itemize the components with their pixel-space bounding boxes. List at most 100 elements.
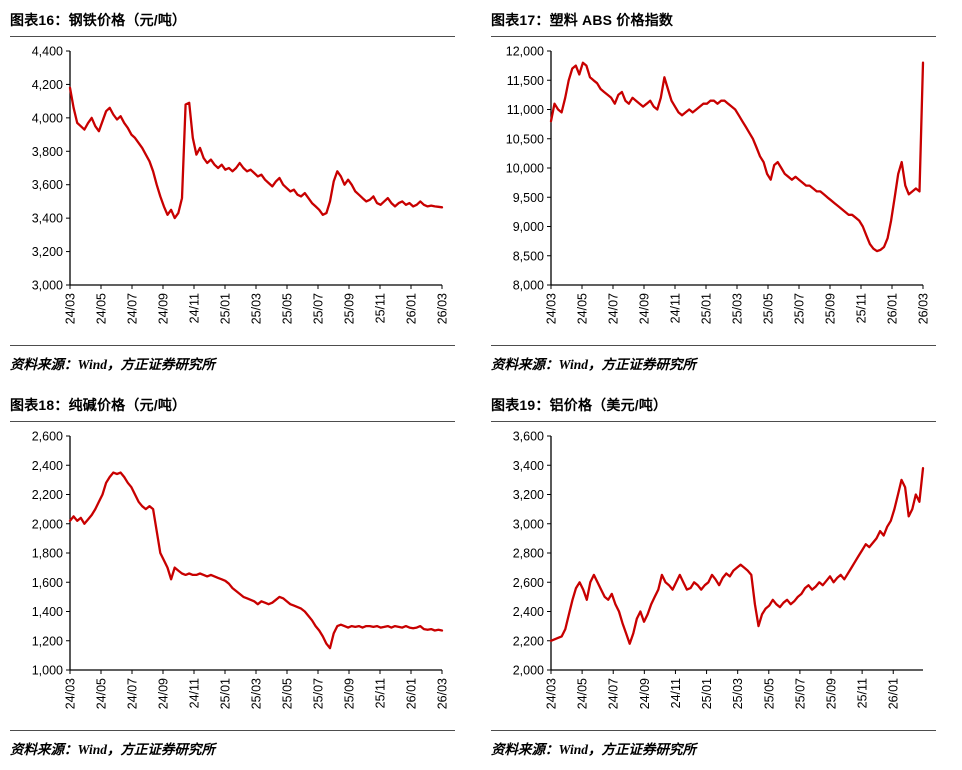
svg-text:25/05: 25/05 xyxy=(762,293,776,324)
svg-text:25/07: 25/07 xyxy=(312,293,326,324)
svg-text:25/11: 25/11 xyxy=(374,678,388,708)
svg-text:24/05: 24/05 xyxy=(576,678,590,709)
source-note-steel: 资料来源：Wind，方正证券研究所 xyxy=(10,345,455,373)
svg-text:24/11: 24/11 xyxy=(188,678,202,708)
panel-abs-price-index: 图表17：塑料 ABS 价格指数 8,000 8,500 9,000 9,500 10,… xyxy=(481,0,962,385)
svg-text:2,600: 2,600 xyxy=(513,576,544,590)
svg-text:24/05: 24/05 xyxy=(95,678,109,709)
svg-text:9,500: 9,500 xyxy=(513,191,544,205)
svg-text:24/09: 24/09 xyxy=(638,678,652,709)
svg-text:2,200: 2,200 xyxy=(513,634,544,648)
svg-text:24/03: 24/03 xyxy=(64,678,78,709)
steel-price-line-chart: 3,000 3,200 3,400 3,600 3,800 4,000 4,200 4,400… xyxy=(32,45,450,325)
svg-text:26/03: 26/03 xyxy=(436,293,450,324)
source-note-aluminum: 资料来源：Wind，方正证券研究所 xyxy=(491,730,936,758)
svg-text:25/09: 25/09 xyxy=(343,293,357,324)
svg-text:24/03: 24/03 xyxy=(545,293,559,324)
svg-text:25/09: 25/09 xyxy=(824,293,838,324)
soda-ash-price-line-chart: 1,000 1,200 1,400 1,600 1,800 2,000 2,200 2,400… xyxy=(32,430,450,710)
svg-text:4,400: 4,400 xyxy=(32,45,63,59)
svg-text:26/01: 26/01 xyxy=(887,678,901,709)
svg-text:11,000: 11,000 xyxy=(507,103,544,117)
svg-text:8,500: 8,500 xyxy=(513,249,544,263)
chart-title-soda-ash: 图表18：纯碱价格（元/吨） xyxy=(10,395,455,422)
svg-text:25/05: 25/05 xyxy=(281,678,295,709)
abs-price-index-line-chart: 8,000 8,500 9,000 9,500 10,000 10,500 11,000 11… xyxy=(506,45,931,325)
svg-text:8,000: 8,000 xyxy=(513,279,544,293)
svg-text:2,000: 2,000 xyxy=(32,517,63,531)
svg-text:25/03: 25/03 xyxy=(250,293,264,324)
svg-text:25/01: 25/01 xyxy=(219,293,233,324)
svg-text:25/01: 25/01 xyxy=(219,678,233,709)
svg-text:12,000: 12,000 xyxy=(506,45,544,59)
chart-title-abs: 图表17：塑料 ABS 价格指数 xyxy=(491,10,936,37)
svg-text:24/11: 24/11 xyxy=(188,293,202,323)
svg-text:1,000: 1,000 xyxy=(32,664,63,678)
aluminum-price-line-chart: 2,000 2,200 2,400 2,600 2,800 3,000 3,200 3,400… xyxy=(513,430,925,709)
svg-text:1,600: 1,600 xyxy=(32,576,63,590)
svg-text:3,200: 3,200 xyxy=(32,245,63,259)
svg-text:24/07: 24/07 xyxy=(126,293,140,324)
svg-text:9,000: 9,000 xyxy=(513,220,544,234)
svg-text:26/01: 26/01 xyxy=(405,293,419,324)
svg-text:3,400: 3,400 xyxy=(513,459,544,473)
svg-text:10,500: 10,500 xyxy=(506,132,544,146)
svg-text:24/09: 24/09 xyxy=(157,293,171,324)
svg-text:26/03: 26/03 xyxy=(436,678,450,709)
svg-text:24/07: 24/07 xyxy=(126,678,140,709)
svg-text:11,500: 11,500 xyxy=(507,74,544,88)
svg-text:24/09: 24/09 xyxy=(157,678,171,709)
svg-text:25/09: 25/09 xyxy=(825,678,839,709)
chart-title-steel: 图表16：钢铁价格（元/吨） xyxy=(10,10,455,37)
svg-text:2,400: 2,400 xyxy=(32,459,63,473)
svg-text:24/07: 24/07 xyxy=(607,678,621,709)
panel-aluminum-price: 图表19：铝价格（美元/吨） 2,000 2,200 2,400 2,600 2,800… xyxy=(481,385,962,770)
svg-text:2,600: 2,600 xyxy=(32,430,63,444)
svg-text:3,000: 3,000 xyxy=(513,517,544,531)
svg-text:1,200: 1,200 xyxy=(32,634,63,648)
panel-soda-ash-price: 图表18：纯碱价格（元/吨） 1,000 1,200 1,400 1,600 1,800… xyxy=(0,385,481,770)
svg-text:26/01: 26/01 xyxy=(886,293,900,324)
svg-text:25/03: 25/03 xyxy=(731,678,745,709)
svg-text:24/03: 24/03 xyxy=(64,293,78,324)
svg-text:2,200: 2,200 xyxy=(32,488,63,502)
svg-text:25/07: 25/07 xyxy=(312,678,326,709)
svg-text:25/11: 25/11 xyxy=(374,293,388,323)
svg-text:24/11: 24/11 xyxy=(669,293,683,323)
svg-text:24/03: 24/03 xyxy=(545,678,559,709)
svg-text:3,400: 3,400 xyxy=(32,212,63,226)
svg-text:1,800: 1,800 xyxy=(32,547,63,561)
svg-text:3,800: 3,800 xyxy=(32,145,63,159)
svg-text:25/05: 25/05 xyxy=(281,293,295,324)
source-note-soda-ash: 资料来源：Wind，方正证券研究所 xyxy=(10,730,455,758)
svg-text:25/11: 25/11 xyxy=(856,678,870,708)
svg-text:25/07: 25/07 xyxy=(793,293,807,324)
svg-text:24/05: 24/05 xyxy=(95,293,109,324)
svg-text:3,600: 3,600 xyxy=(32,178,63,192)
source-note-abs: 资料来源：Wind，方正证券研究所 xyxy=(491,345,936,373)
svg-text:26/03: 26/03 xyxy=(917,293,931,324)
svg-text:25/03: 25/03 xyxy=(250,678,264,709)
svg-text:25/09: 25/09 xyxy=(343,678,357,709)
svg-text:2,000: 2,000 xyxy=(513,664,544,678)
svg-text:25/05: 25/05 xyxy=(762,678,776,709)
svg-text:10,000: 10,000 xyxy=(506,162,544,176)
svg-text:25/07: 25/07 xyxy=(793,678,807,709)
svg-text:2,400: 2,400 xyxy=(513,605,544,619)
svg-text:4,200: 4,200 xyxy=(32,78,63,92)
svg-text:25/03: 25/03 xyxy=(731,293,745,324)
svg-text:24/11: 24/11 xyxy=(669,678,683,708)
svg-text:25/01: 25/01 xyxy=(700,293,714,324)
svg-text:4,000: 4,000 xyxy=(32,111,63,125)
svg-text:1,400: 1,400 xyxy=(32,605,63,619)
svg-text:3,200: 3,200 xyxy=(513,488,544,502)
svg-text:2,800: 2,800 xyxy=(513,547,544,561)
svg-text:24/07: 24/07 xyxy=(607,293,621,324)
svg-text:24/05: 24/05 xyxy=(576,293,590,324)
svg-text:26/01: 26/01 xyxy=(405,678,419,709)
chart-title-aluminum: 图表19：铝价格（美元/吨） xyxy=(491,395,936,422)
svg-text:3,000: 3,000 xyxy=(32,279,63,293)
svg-text:24/09: 24/09 xyxy=(638,293,652,324)
svg-text:25/11: 25/11 xyxy=(855,293,869,323)
